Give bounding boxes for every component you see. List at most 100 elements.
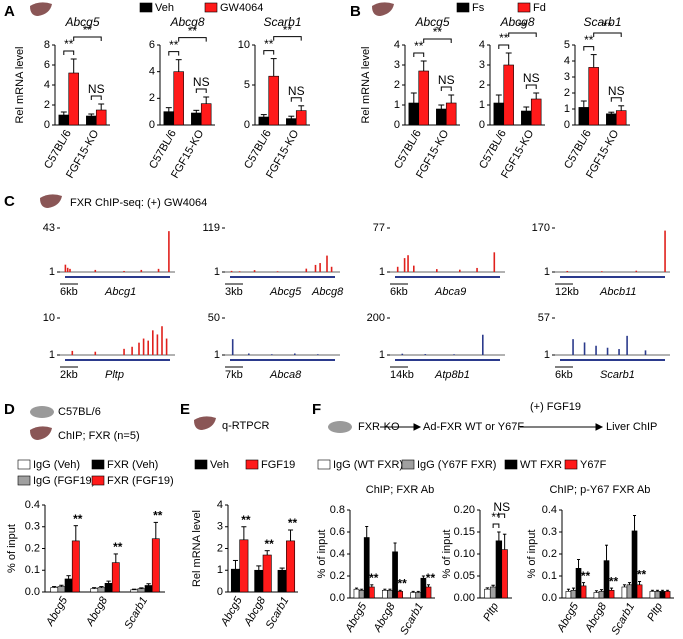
peak xyxy=(644,350,647,355)
gene-label: Scarb1 xyxy=(600,369,635,381)
peak xyxy=(330,266,333,272)
scale-label: 6kb xyxy=(60,286,78,298)
bar xyxy=(95,109,107,126)
peak xyxy=(94,269,97,272)
bracket-label: ** xyxy=(499,31,509,45)
legend-label: IgG (Veh) xyxy=(33,459,80,471)
y-tick-label: 0.2 xyxy=(330,570,345,582)
y-tick-label: 8 xyxy=(44,39,50,51)
peak xyxy=(401,353,404,355)
panel-label: E xyxy=(180,401,190,418)
chart-title: Abcg8 xyxy=(169,15,204,29)
y-tick-label: 43 xyxy=(43,222,55,234)
gene-model xyxy=(395,276,500,278)
subtitle: ChIP; FXR Ab xyxy=(366,484,434,496)
y-axis-label: Rel mRNA level xyxy=(360,46,372,123)
bar xyxy=(286,118,297,126)
bar xyxy=(58,114,70,126)
peak xyxy=(606,347,609,355)
peak xyxy=(424,354,427,355)
bracket-label: ** xyxy=(283,23,293,37)
panel-label: D xyxy=(4,401,15,418)
bracket xyxy=(498,513,506,518)
gene-label: Pltp xyxy=(105,369,124,381)
peak xyxy=(161,326,163,355)
y-tick-label: 4 xyxy=(149,66,155,78)
peak xyxy=(94,351,97,355)
peak xyxy=(436,269,438,272)
gene-label: Abcb11 xyxy=(599,286,637,298)
x-tick-label: Scarb1 xyxy=(609,601,637,637)
scale-label: 2kb xyxy=(60,369,78,381)
y-tick-label: 0 xyxy=(149,119,155,131)
y-tick-label: 0 xyxy=(217,586,223,598)
bracket xyxy=(440,86,452,91)
legend-swatch xyxy=(204,2,218,13)
bar xyxy=(626,584,633,599)
y-tick-label: 0 xyxy=(394,119,400,131)
bar xyxy=(258,116,270,126)
y-tick-label: 2 xyxy=(394,79,400,91)
y-tick-label: 50 xyxy=(208,312,220,324)
bar xyxy=(86,115,97,126)
y-tick-label: 5 xyxy=(564,39,570,51)
y-tick-label: 1 xyxy=(394,99,400,111)
gene-model xyxy=(65,276,170,278)
significance-label: ** xyxy=(241,513,251,527)
y-tick-label: 200 xyxy=(367,312,385,324)
bracket xyxy=(168,51,180,56)
mouse-icon xyxy=(30,406,54,418)
bar xyxy=(615,110,627,126)
bracket xyxy=(593,32,622,37)
bar xyxy=(501,549,508,599)
bar xyxy=(392,551,398,599)
x-tick-label: Abcg5 xyxy=(44,594,71,629)
bar xyxy=(57,586,66,593)
significance-label: ** xyxy=(609,574,619,588)
bracket xyxy=(508,32,537,37)
y-tick-label: 0.8 xyxy=(330,504,345,516)
peak xyxy=(403,258,406,272)
y-tick-label: 3 xyxy=(564,71,570,83)
bar xyxy=(418,70,429,126)
y-tick-label: 0.6 xyxy=(330,526,345,538)
peak xyxy=(276,271,279,272)
peak xyxy=(140,269,143,272)
gene-model xyxy=(65,359,170,361)
y-tick-label: 0.2 xyxy=(25,542,40,554)
subtitle: ChIP; p-Y67 FXR Ab xyxy=(550,484,651,496)
peak xyxy=(566,270,569,272)
x-tick-label: Scarb1 xyxy=(398,601,426,637)
legend-swatch xyxy=(401,459,415,470)
peak xyxy=(165,338,168,355)
bracket-label: NS xyxy=(193,75,210,89)
significance-label: ** xyxy=(426,571,436,585)
bar xyxy=(578,107,590,126)
peak xyxy=(123,270,125,272)
legend-label: Fs xyxy=(472,2,485,14)
y-tick-label: 57 xyxy=(538,312,550,324)
bracket xyxy=(492,523,500,528)
header-text: FXR-KO xyxy=(358,421,400,433)
gene-label: Abcg5 xyxy=(269,286,302,298)
bracket xyxy=(273,36,302,41)
arrow-head xyxy=(413,423,422,431)
y-tick-label: 0 xyxy=(479,119,485,131)
bar xyxy=(606,113,617,126)
gene-label: Abcg1 xyxy=(104,286,136,298)
y-tick-label: 2 xyxy=(149,92,155,104)
bar xyxy=(268,75,279,126)
x-tick-label: Scarb1 xyxy=(264,595,292,631)
legend-swatch xyxy=(564,459,578,470)
peak xyxy=(69,268,71,272)
bar xyxy=(659,591,666,599)
gene-model xyxy=(230,359,335,361)
peak xyxy=(407,255,409,272)
bracket xyxy=(178,37,207,42)
scale-label: 7kb xyxy=(225,369,243,381)
peak xyxy=(248,353,250,355)
panel-label: C xyxy=(4,193,15,210)
panel-label: A xyxy=(4,3,15,20)
legend-label: Veh xyxy=(210,459,229,471)
